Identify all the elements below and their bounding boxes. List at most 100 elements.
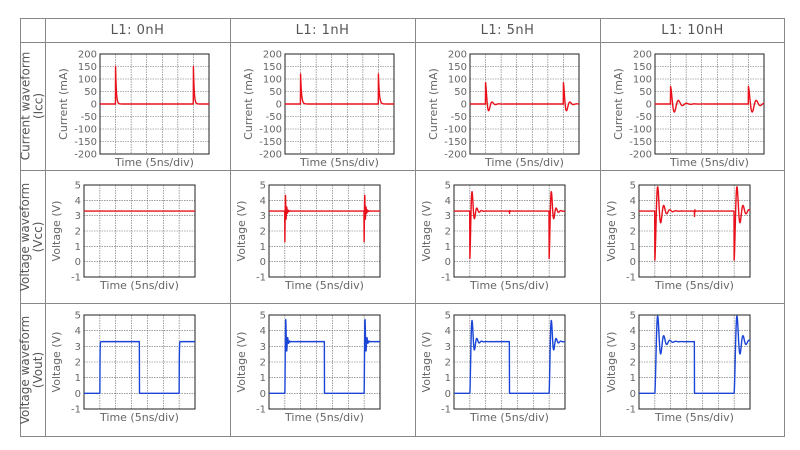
plot-frame	[268, 184, 381, 278]
x-axis-label: Time (5ns/div)	[99, 411, 179, 424]
x-axis-label: Time (5ns/div)	[299, 156, 379, 169]
plot-frame	[638, 314, 751, 410]
chart-vout-2: 5 4 3 2 1 0 -1 Time (5ns/div) Voltage (V)	[415, 303, 600, 437]
y-tick-label: -200	[74, 150, 97, 161]
y-tick-label: 1	[445, 242, 451, 253]
chart-svg: 5 4 3 2 1 0 -1 Time (5ns/div) Voltage (V)	[235, 181, 381, 292]
waveform-line	[268, 194, 381, 243]
y-tick-label: 3	[260, 211, 266, 222]
y-tick-label: 5	[75, 311, 81, 322]
chart-svg: 5 4 3 2 1 0 -1 Time (5ns/div) Voltage (V)	[50, 311, 196, 424]
x-axis-label: Time (5ns/div)	[469, 411, 549, 424]
row-header-icc: Current waveform (Icc)	[19, 42, 46, 170]
plot-frame	[83, 184, 196, 278]
plot-frame	[638, 184, 751, 278]
waveform-line	[638, 186, 751, 261]
x-axis-label: Time (5ns/div)	[484, 156, 564, 169]
y-tick-label: 200	[263, 50, 282, 61]
y-tick-label: 3	[260, 342, 266, 353]
y-tick-label: 5	[260, 181, 266, 192]
table-divider	[230, 18, 231, 437]
x-axis-label: Time (5ns/div)	[99, 279, 179, 292]
y-tick-label: 200	[448, 50, 467, 61]
waveform-line	[83, 340, 196, 395]
y-tick-label: 3	[630, 211, 636, 222]
y-tick-label: -1	[256, 273, 266, 284]
y-tick-label: 3	[445, 211, 451, 222]
y-tick-label: 2	[260, 358, 266, 369]
y-tick-label: -1	[626, 405, 636, 416]
y-tick-label: 0	[630, 389, 636, 400]
y-tick-label: -200	[259, 150, 282, 161]
row-label-sub: (Icc)	[31, 92, 46, 120]
y-tick-label: 5	[445, 181, 451, 192]
y-axis-label: Current (mA)	[427, 68, 440, 140]
plot-frame	[268, 314, 381, 410]
table-divider	[600, 18, 601, 437]
waveform-line	[268, 318, 381, 395]
chart-svg: 5 4 3 2 1 0 -1 Time (5ns/div) Voltage (V)	[420, 311, 566, 424]
y-tick-label: -100	[629, 125, 652, 136]
x-axis-label: Time (5ns/div)	[284, 411, 364, 424]
column-header-5nh: L1: 5nH	[480, 22, 535, 38]
table-divider	[415, 18, 416, 437]
y-axis-label: Voltage (V)	[420, 201, 433, 262]
y-axis-label: Current (mA)	[612, 68, 625, 140]
chart-vcc-3: 5 4 3 2 1 0 -1 Time (5ns/div) Voltage (V)	[600, 170, 785, 303]
y-tick-label: 100	[263, 75, 282, 86]
y-tick-label: 50	[84, 87, 97, 98]
y-tick-label: 0	[630, 257, 636, 268]
y-tick-label: 200	[78, 50, 97, 61]
y-tick-label: 2	[260, 227, 266, 238]
y-tick-label: 3	[75, 211, 81, 222]
x-axis-label: Time (5ns/div)	[284, 279, 364, 292]
plot-frame	[453, 314, 566, 410]
chart-svg: 5 4 3 2 1 0 -1 Time (5ns/div) Voltage (V)	[605, 311, 751, 424]
chart-svg: 5 4 3 2 1 0 -1 Time (5ns/div) Voltage (V)	[50, 181, 196, 292]
row-label-sub: (Vout)	[31, 351, 46, 389]
y-tick-label: 0	[646, 100, 652, 111]
y-tick-label: 5	[260, 311, 266, 322]
column-header-0nh: L1: 0nH	[110, 22, 165, 38]
y-tick-label: 3	[445, 342, 451, 353]
y-tick-label: -100	[259, 125, 282, 136]
y-axis-label: Current (mA)	[242, 68, 255, 140]
y-tick-label: 100	[633, 75, 652, 86]
y-tick-label: 1	[260, 373, 266, 384]
row-header-vout: Voltage waveform (Vout)	[19, 303, 46, 437]
y-tick-label: 1	[75, 373, 81, 384]
y-tick-label: 1	[630, 373, 636, 384]
y-tick-label: -100	[444, 125, 467, 136]
chart-vcc-2: 5 4 3 2 1 0 -1 Time (5ns/div) Voltage (V)	[415, 170, 600, 303]
waveform-line	[99, 65, 210, 105]
y-tick-label: -150	[629, 137, 652, 148]
table-divider	[20, 42, 785, 43]
y-tick-label: -1	[441, 405, 451, 416]
y-tick-label: 2	[630, 227, 636, 238]
chart-current-1: 200 150 100 50 0 -50 -100 -150 -200 Time (5ns/div…	[230, 42, 415, 170]
y-axis-label: Voltage (V)	[50, 201, 63, 262]
y-tick-label: -150	[259, 137, 282, 148]
plot-frame	[83, 314, 196, 410]
y-axis-label: Voltage (V)	[420, 332, 433, 393]
comparison-table	[20, 18, 785, 437]
waveform-line	[654, 85, 765, 113]
y-tick-label: 100	[448, 75, 467, 86]
y-tick-label: -50	[81, 112, 97, 123]
plot-frame	[453, 184, 566, 278]
row-label-sub: (Vcc)	[31, 221, 46, 252]
chart-svg: 5 4 3 2 1 0 -1 Time (5ns/div) Voltage (V)	[605, 181, 751, 292]
y-axis-label: Voltage (V)	[605, 332, 618, 393]
column-header-10nh: L1: 10nH	[661, 22, 724, 38]
y-tick-label: 2	[75, 358, 81, 369]
chart-vout-1: 5 4 3 2 1 0 -1 Time (5ns/div) Voltage (V)	[230, 303, 415, 437]
y-tick-label: -100	[74, 125, 97, 136]
waveform-line	[453, 319, 566, 395]
x-axis-label: Time (5ns/div)	[114, 156, 194, 169]
y-tick-label: -150	[444, 137, 467, 148]
y-axis-label: Voltage (V)	[235, 332, 248, 393]
y-tick-label: 0	[75, 257, 81, 268]
y-tick-label: -200	[629, 150, 652, 161]
